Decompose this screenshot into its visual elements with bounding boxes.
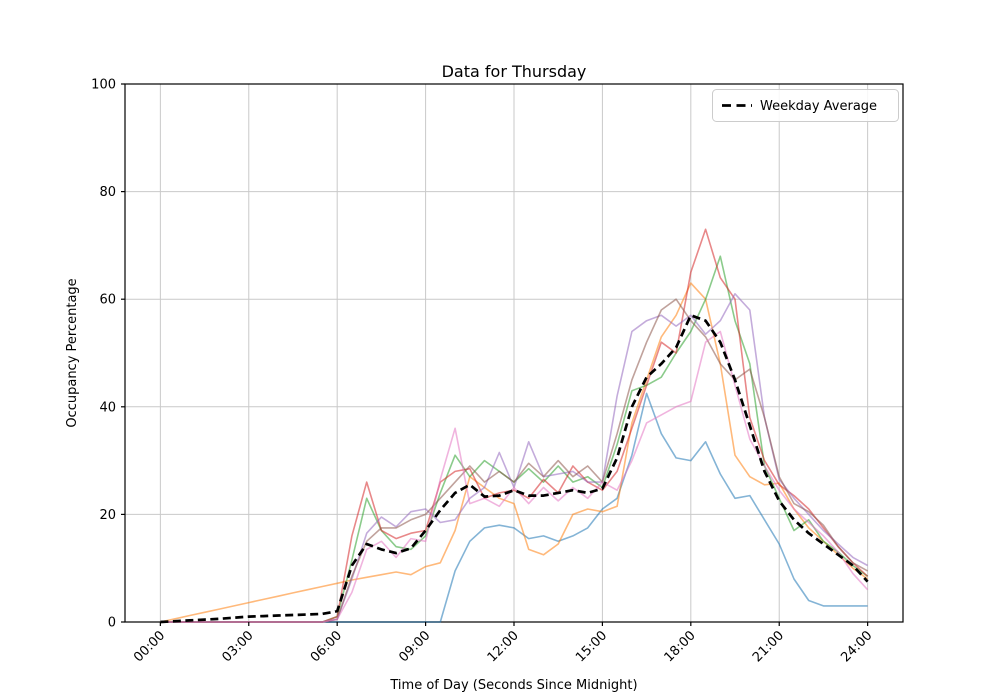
x-tick-label: 06:00 [308, 628, 345, 665]
legend-box [712, 89, 899, 122]
x-tick-label: 15:00 [573, 628, 610, 665]
grid-layer [125, 83, 903, 623]
x-tick-label: 09:00 [396, 628, 433, 665]
series-layer [160, 228, 869, 624]
series-line-series-2 [160, 282, 869, 623]
x-tick-label: 24:00 [838, 628, 875, 665]
legend-label: Weekday Average [760, 99, 877, 114]
x-tick-label: 21:00 [750, 628, 787, 665]
x-tick-label: 03:00 [220, 628, 257, 665]
x-tick-label: 00:00 [131, 628, 168, 665]
y-tick-label: 100 [91, 78, 116, 93]
x-tick-label: 12:00 [485, 628, 522, 665]
average-line [160, 313, 869, 624]
y-tick-label: 20 [99, 508, 116, 523]
chart-title: Data for Thursday [442, 62, 587, 81]
y-tick-label: 0 [108, 616, 116, 631]
series-line-series-7 [160, 330, 869, 623]
y-tick-label: 60 [99, 293, 116, 308]
legend: Weekday Average [712, 89, 899, 122]
y-tick-label: 40 [99, 400, 116, 415]
x-tick-label: 18:00 [662, 628, 699, 665]
x-axis-label: Time of Day (Seconds Since Midnight) [389, 678, 637, 693]
y-tick-label: 80 [99, 185, 116, 200]
y-axis-label: Occupancy Percentage [65, 278, 80, 427]
